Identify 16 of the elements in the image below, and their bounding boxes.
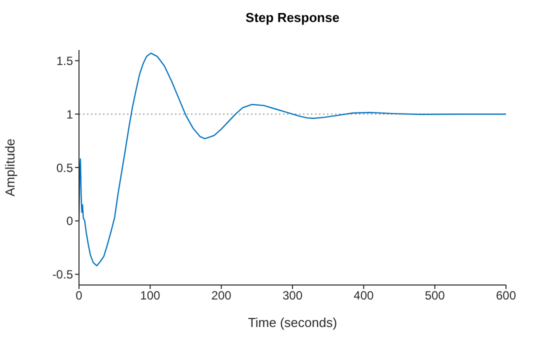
- x-tick-label: 300: [282, 288, 303, 303]
- chart-title: Step Response: [244, 10, 340, 25]
- y-tick-label: 0.5: [56, 160, 74, 175]
- line-series: [79, 52, 506, 266]
- y-tick-label: 1.5: [56, 54, 74, 68]
- x-tick-label: 400: [354, 288, 374, 303]
- x-tick-label: 600: [496, 288, 516, 303]
- y-tick-label: 1: [66, 107, 74, 122]
- x-tick-label: 0: [76, 288, 83, 303]
- x-tick-label: 500: [424, 288, 446, 303]
- x-axis-title: Time (seconds): [248, 315, 338, 330]
- y-tick-label: 0: [66, 214, 74, 228]
- y-tick-label: -0.5: [52, 268, 74, 282]
- x-tick-label: 100: [140, 288, 160, 303]
- y-axis-title: Amplitude: [2, 138, 18, 196]
- x-tick-label: 200: [211, 288, 232, 303]
